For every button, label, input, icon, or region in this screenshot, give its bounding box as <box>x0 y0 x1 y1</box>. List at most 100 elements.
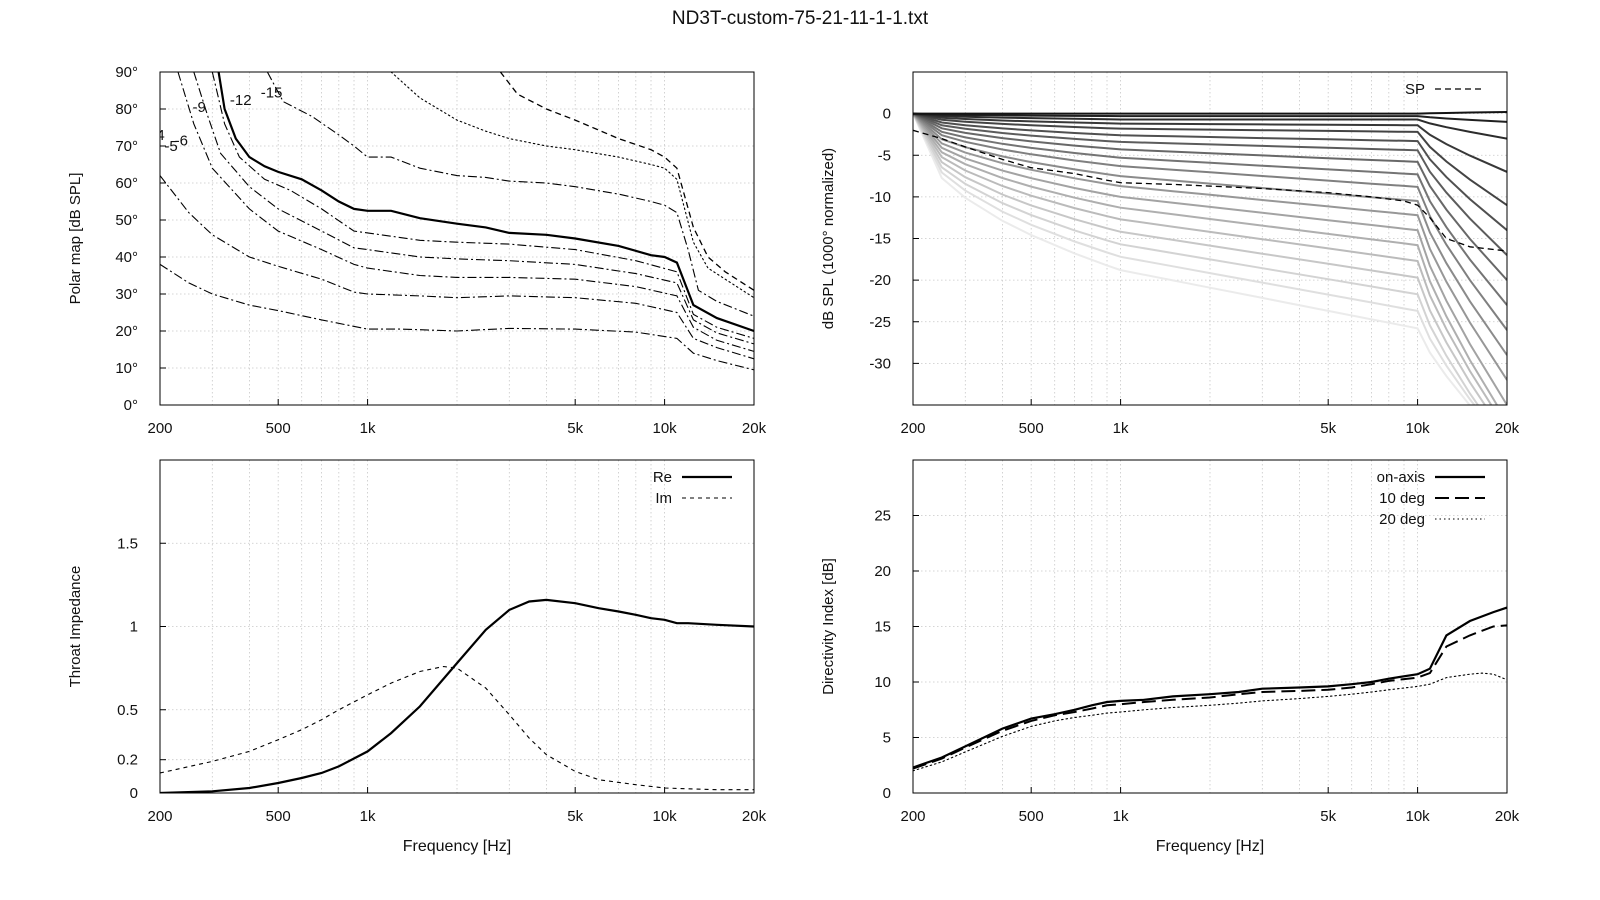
x-tick-label: 20k <box>1495 808 1520 825</box>
x-tick-label: 5k <box>567 808 583 825</box>
x-tick-label: 200 <box>900 420 925 437</box>
x-tick-label: 500 <box>266 808 291 825</box>
x-axis-label: Frequency [Hz] <box>403 838 511 855</box>
off-axis-line <box>913 112 1507 281</box>
off-axis-line <box>913 112 1507 405</box>
y-axis-label: Directivity Index [dB] <box>820 558 837 695</box>
off-axis-line <box>913 112 1507 306</box>
legend-label: Im <box>655 490 672 507</box>
contour-label: -12 <box>230 92 252 109</box>
spl-chart: 200 500 1k 5k 10k 20k 0 -5 -10 -15 -20 -25 -30 dB SPL… <box>820 71 1520 437</box>
contour-label: -15 <box>261 84 283 101</box>
y-tick-label: 0 <box>883 785 891 802</box>
plot-area: -1 -2 -3-4-5-6 -9 -12 -15 <box>138 72 754 371</box>
contour-label: -6 <box>175 132 188 149</box>
x-tick-label: 5k <box>567 420 583 437</box>
series-line <box>193 72 754 345</box>
off-axis-line <box>913 112 1507 207</box>
off-axis-line <box>913 112 1507 256</box>
throat-impedance-chart: 200 500 1k 5k 10k 20k 0 0.2 0.5 1 1.5 Throat Impeda… <box>67 459 767 855</box>
off-axis-line <box>913 112 1507 381</box>
off-axis-line <box>913 113 1487 405</box>
y-tick-label: 30° <box>115 286 138 303</box>
x-tick-label: 500 <box>1019 420 1044 437</box>
series-line <box>913 624 1507 770</box>
y-tick-label: -15 <box>869 231 891 248</box>
off-axis-line <box>913 113 1471 405</box>
legend-label: 20 deg <box>1379 511 1425 528</box>
x-tick-label: 200 <box>147 808 172 825</box>
x-tick-label: 5k <box>1320 808 1336 825</box>
x-tick-label: 500 <box>1019 808 1044 825</box>
series-line <box>913 129 1507 252</box>
x-tick-label: 1k <box>1113 420 1129 437</box>
series-line <box>390 72 754 299</box>
polar-map-chart: 200 500 1k 5k 10k 20k 0° 10° 20° 30° 40° 50° 60° 70° 8… <box>67 64 767 437</box>
directivity-index-chart: 200 500 1k 5k 10k 20k 0 5 10 15 20 25 Directivity In… <box>820 459 1520 855</box>
plot-frame <box>912 459 1508 794</box>
contour-label: -3 <box>138 138 151 155</box>
y-tick-label: 20° <box>115 323 138 340</box>
off-axis-line <box>913 112 1507 331</box>
y-tick-label: 50° <box>115 212 138 229</box>
off-axis-line <box>913 113 1493 405</box>
series-line <box>160 598 754 793</box>
y-tick-label: 70° <box>115 138 138 155</box>
y-axis-label: Throat Impedance <box>67 566 84 688</box>
legend-label: 10 deg <box>1379 490 1425 507</box>
series-line <box>217 72 754 333</box>
x-tick-label: 20k <box>742 808 767 825</box>
x-axis-label: Frequency [Hz] <box>1156 838 1264 855</box>
y-tick-label: 0 <box>883 106 891 123</box>
x-tick-label: 20k <box>1495 420 1520 437</box>
plot-area <box>160 598 754 793</box>
series-line <box>177 72 754 352</box>
y-tick-label: -5 <box>878 147 891 164</box>
series-line <box>160 665 754 791</box>
off-axis-line <box>913 111 1507 115</box>
y-tick-label: 10° <box>115 360 138 377</box>
contour-label: -4 <box>151 127 164 144</box>
contour-label: -2 <box>143 212 156 229</box>
y-tick-label: 25 <box>874 508 891 525</box>
plot-frame <box>159 71 755 406</box>
off-axis-line <box>913 112 1507 140</box>
legend-label: on-axis <box>1377 469 1425 486</box>
x-tick-label: 20k <box>742 420 767 437</box>
y-tick-label: -25 <box>869 314 891 331</box>
y-tick-label: -30 <box>869 355 891 372</box>
page-title: ND3T-custom-75-21-11-1-1.txt <box>671 8 929 29</box>
x-tick-label: 10k <box>653 420 678 437</box>
y-tick-label: -20 <box>869 272 891 289</box>
plot-frame <box>912 71 1508 406</box>
series-line <box>211 72 754 339</box>
y-axis-label: dB SPL (1000° normalized) <box>820 148 837 329</box>
y-tick-label: 1.5 <box>117 535 138 552</box>
x-tick-label: 1k <box>360 420 376 437</box>
y-tick-label: 0.2 <box>117 752 138 769</box>
x-tick-label: 5k <box>1320 420 1336 437</box>
y-tick-label: -10 <box>869 189 891 206</box>
x-tick-label: 10k <box>1406 808 1431 825</box>
y-tick-label: 20 <box>874 563 891 580</box>
y-tick-label: 0 <box>130 785 138 802</box>
contour-label: -9 <box>193 99 206 116</box>
plot-area <box>913 606 1507 772</box>
off-axis-line <box>913 112 1507 123</box>
off-axis-line <box>913 113 1476 405</box>
y-tick-label: 1 <box>130 619 138 636</box>
off-axis-line <box>913 113 1480 405</box>
series-line <box>499 72 754 291</box>
y-tick-label: 90° <box>115 64 138 81</box>
off-axis-line <box>913 112 1507 356</box>
x-tick-label: 10k <box>1406 420 1431 437</box>
series-line <box>160 263 754 371</box>
y-tick-label: 40° <box>115 249 138 266</box>
y-axis-label: Polar map [dB SPL] <box>67 173 84 305</box>
series-line <box>913 606 1507 769</box>
x-tick-label: 1k <box>1113 808 1129 825</box>
x-tick-label: 200 <box>900 808 925 825</box>
series-line <box>266 72 754 317</box>
x-tick-label: 1k <box>360 808 376 825</box>
y-tick-label: 0° <box>124 397 138 414</box>
